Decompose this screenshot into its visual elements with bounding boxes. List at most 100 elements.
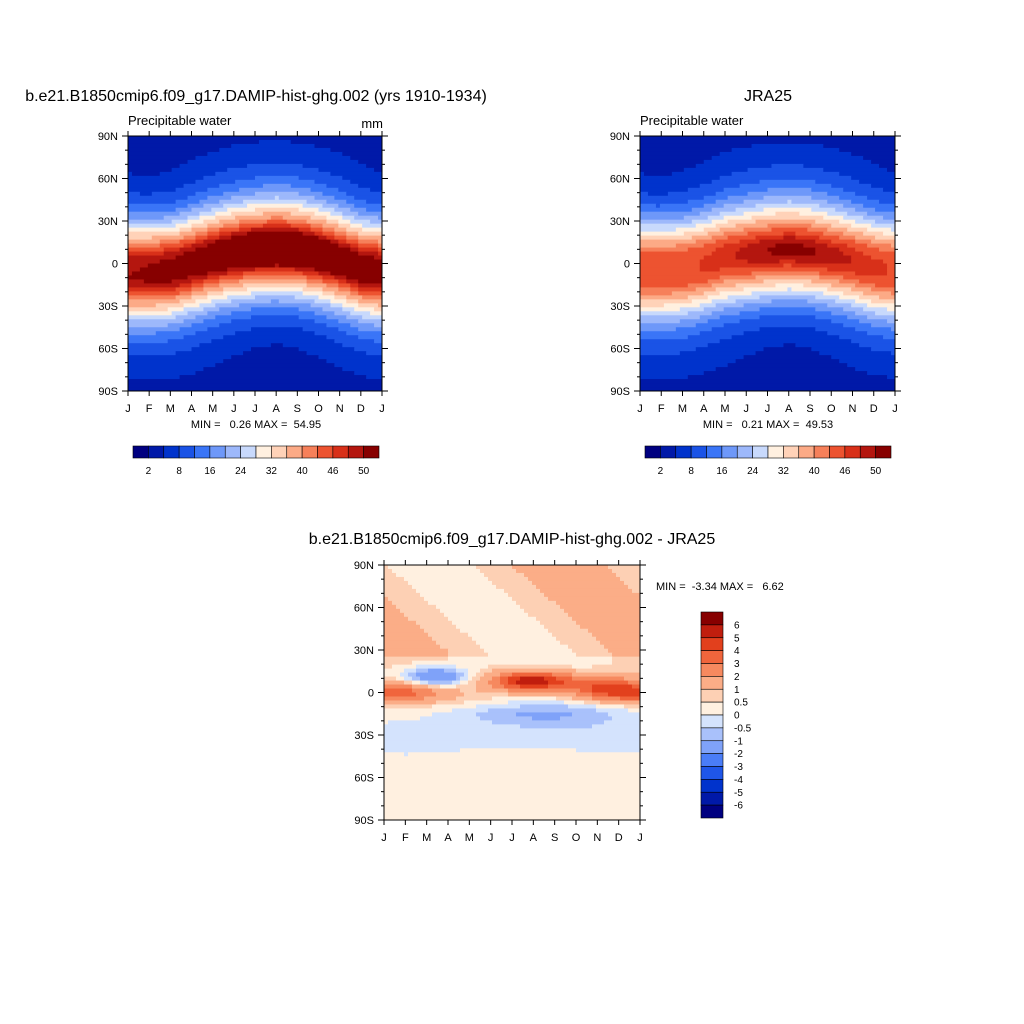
x-tick-label: M [465, 832, 474, 844]
field-cell [384, 724, 521, 729]
field-cell [179, 291, 193, 296]
x-tick-label: J [488, 832, 494, 844]
field-cell [795, 343, 860, 348]
field-cell [624, 704, 640, 710]
field-cell [891, 327, 895, 332]
field-cell [128, 255, 177, 261]
field-cell [378, 251, 382, 257]
field-cell [219, 199, 244, 205]
field-cell [819, 275, 844, 281]
field-cell [207, 235, 220, 241]
colorbar-box [700, 727, 724, 742]
field-cell [227, 167, 320, 173]
field-cell [640, 267, 701, 273]
field-cell [302, 203, 324, 209]
field-cell [536, 584, 629, 590]
field-cell [384, 628, 425, 634]
field-cell [568, 612, 640, 618]
field-cell [492, 580, 533, 586]
field-cell [640, 163, 697, 169]
field-cell [384, 716, 421, 721]
field-cell [326, 215, 343, 221]
field-cell [779, 259, 796, 265]
field-cell [326, 183, 359, 189]
x-tick-label: F [146, 403, 153, 415]
field-cell [739, 183, 832, 189]
field-cell [855, 311, 876, 316]
x-tick-label: S [294, 403, 301, 415]
field-cell [384, 768, 640, 773]
field-cell [128, 199, 177, 205]
field-cell [827, 243, 848, 249]
field-cell [128, 211, 181, 217]
field-cell [867, 211, 895, 217]
field-cell [128, 235, 153, 241]
field-cell [663, 303, 701, 308]
field-cell [219, 307, 252, 312]
field-cell [207, 243, 339, 249]
field-cell [191, 227, 208, 233]
colorbar-label: 8 [688, 466, 694, 477]
x-tick-label: A [188, 403, 196, 415]
field-cell [302, 287, 324, 292]
field-cell [227, 207, 256, 213]
field-cell [207, 195, 232, 201]
field-cell [564, 608, 640, 614]
panel-diff-field [384, 565, 640, 820]
field-cell [699, 303, 717, 308]
field-cell [640, 239, 697, 245]
field-cell [167, 339, 212, 344]
field-cell [374, 339, 382, 344]
field-cell [464, 700, 509, 706]
field-cell [791, 287, 828, 292]
field-cell [412, 676, 421, 682]
field-cell [707, 319, 741, 324]
field-cell [358, 291, 382, 296]
field-cell [278, 195, 316, 201]
field-cell [330, 239, 339, 245]
field-cell [827, 303, 852, 308]
field-cell [203, 319, 232, 324]
field-cell [640, 211, 701, 217]
field-cell [843, 323, 872, 328]
field-cell [679, 319, 709, 324]
field-cell [839, 235, 856, 241]
field-cell [187, 275, 208, 281]
field-cell [596, 708, 629, 714]
panel-obs-colorbar: 2 8 16 24 32 40 46 50 [644, 445, 892, 477]
colorbar-label: -0.5 [734, 723, 752, 734]
field-cell [274, 195, 280, 201]
field-cell [755, 235, 785, 241]
field-cell [420, 624, 457, 630]
field-cell [195, 299, 212, 304]
field-cell [612, 716, 640, 721]
field-cell [326, 219, 339, 225]
field-cell [699, 331, 745, 336]
field-cell [687, 335, 733, 340]
field-cell [572, 616, 640, 622]
field-cell [346, 239, 359, 245]
field-cell [179, 247, 197, 253]
panel-obs-subtitle: Precipitable water [640, 113, 744, 128]
field-cell [640, 311, 689, 316]
field-cell [640, 247, 689, 253]
field-cell [444, 612, 529, 618]
colorbar-label: 24 [235, 466, 247, 477]
field-cell [346, 279, 359, 285]
field-cell [350, 155, 382, 161]
field-cell [444, 668, 457, 674]
field-cell [227, 271, 244, 277]
field-cell [384, 672, 401, 678]
field-cell [436, 700, 465, 706]
field-cell [731, 335, 840, 340]
field-cell [175, 315, 197, 320]
field-cell [640, 235, 693, 241]
field-cell [600, 700, 640, 706]
field-cell [596, 636, 640, 642]
field-cell [460, 748, 577, 753]
field-cell [751, 291, 824, 296]
field-cell [695, 347, 765, 352]
field-cell [588, 628, 640, 634]
field-cell [735, 207, 765, 213]
